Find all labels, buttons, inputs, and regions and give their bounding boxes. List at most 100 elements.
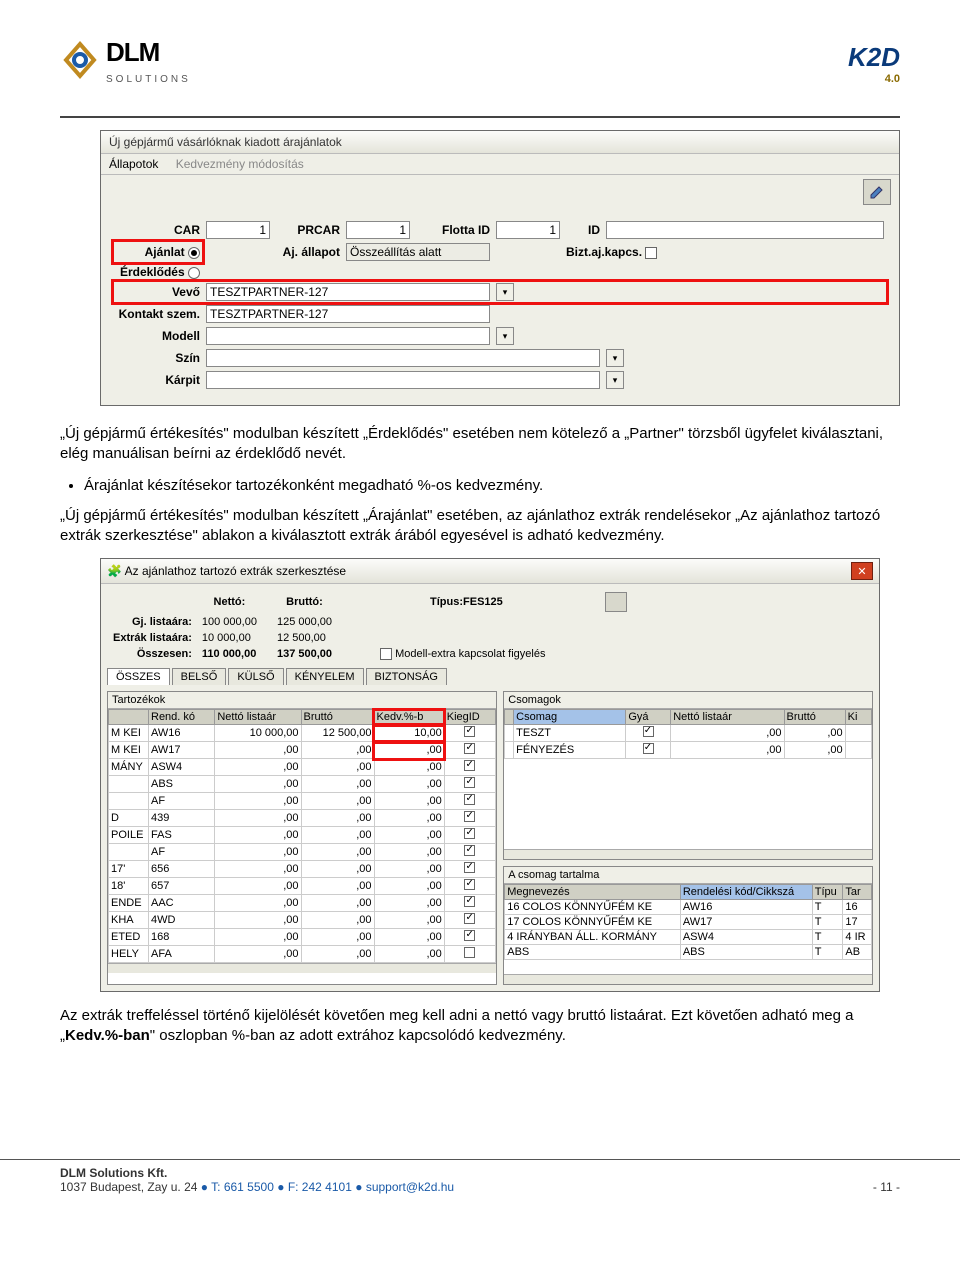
sum-netto-hdr: Nettó:	[200, 590, 275, 614]
tab-összes[interactable]: ÖSSZES	[107, 668, 170, 685]
footer-mail: support@k2d.hu	[366, 1180, 454, 1194]
footer-fax: F: 242 4101	[288, 1180, 352, 1194]
row-checkbox[interactable]	[464, 879, 475, 890]
row-checkbox[interactable]	[643, 743, 654, 754]
row-checkbox[interactable]	[464, 726, 475, 737]
right-top-scrollbar[interactable]	[504, 849, 872, 859]
rt-col-header[interactable]: Csomag	[514, 710, 626, 725]
car-field[interactable]	[206, 221, 270, 239]
table-row[interactable]: 4 IRÁNYBAN ÁLL. KORMÁNYASW4T4 IR	[505, 930, 872, 945]
rt-col-header[interactable]: Gyá	[626, 710, 671, 725]
table-row[interactable]: 18'657,00,00,00	[109, 878, 496, 895]
table-row[interactable]: M KEIAW1610 000,0012 500,0010,00	[109, 725, 496, 742]
bizt-label: Bizt.aj.kapcs.	[566, 245, 642, 259]
rt-col-header[interactable]: Nettó listaár	[671, 710, 784, 725]
row-checkbox[interactable]	[464, 743, 475, 754]
row-checkbox[interactable]	[464, 845, 475, 856]
rt-col-header[interactable]	[505, 710, 514, 725]
row-checkbox[interactable]	[643, 726, 654, 737]
table-row[interactable]: HELYAFA,00,00,00	[109, 946, 496, 963]
row-checkbox[interactable]	[464, 794, 475, 805]
sum-r2-brutto: 12 500,00	[275, 630, 350, 646]
tab-külső[interactable]: KÜLSŐ	[228, 668, 283, 685]
left-col-header[interactable]: KiegID	[444, 710, 496, 725]
row-checkbox[interactable]	[464, 777, 475, 788]
row-checkbox[interactable]	[464, 930, 475, 941]
left-scrollbar[interactable]	[108, 963, 496, 973]
table-row[interactable]: 17 COLOS KÖNNYŰFÉM KEAW17T17	[505, 915, 872, 930]
row-checkbox[interactable]	[464, 760, 475, 771]
tab-belső[interactable]: BELSŐ	[172, 668, 227, 685]
table-row[interactable]: AF,00,00,00	[109, 793, 496, 810]
left-col-header[interactable]: Bruttó	[301, 710, 374, 725]
row-checkbox[interactable]	[464, 913, 475, 924]
row-checkbox[interactable]	[464, 896, 475, 907]
table-row[interactable]: POILEFAS,00,00,00	[109, 827, 496, 844]
row-checkbox[interactable]	[464, 811, 475, 822]
menu-kedvezmeny[interactable]: Kedvezmény módosítás	[176, 157, 304, 171]
modelextra-checkbox[interactable]	[380, 648, 392, 660]
right-bottom-scrollbar[interactable]	[504, 974, 872, 984]
table-row[interactable]: ETED168,00,00,00	[109, 929, 496, 946]
menu-allapotok[interactable]: Állapotok	[109, 157, 158, 171]
karpit-dropdown-icon[interactable]: ▾	[606, 371, 624, 389]
table-row[interactable]: M KEIAW17,00,00,00	[109, 742, 496, 759]
logo-dlm-sub: SOLUTIONS	[106, 74, 191, 85]
prcar-field[interactable]	[346, 221, 410, 239]
tab-kényelem[interactable]: KÉNYELEM	[286, 668, 364, 685]
ajanlat-radio[interactable]	[188, 247, 200, 259]
page-footer: DLM Solutions Kft. 1037 Budapest, Zay u.…	[0, 1159, 960, 1210]
close-icon[interactable]: ✕	[851, 562, 873, 580]
menubar: Állapotok Kedvezmény módosítás	[101, 154, 899, 175]
row-checkbox[interactable]	[464, 862, 475, 873]
table-row[interactable]: 17'656,00,00,00	[109, 861, 496, 878]
erdeklodes-radio[interactable]	[188, 267, 200, 279]
header-rule	[60, 116, 900, 118]
table-row[interactable]: 16 COLOS KÖNNYŰFÉM KEAW16T16	[505, 900, 872, 915]
edit-icon[interactable]	[863, 179, 891, 205]
table-row[interactable]: TESZT,00,00	[505, 725, 872, 742]
modell-label: Modell	[113, 325, 203, 347]
ajallapot-label: Aj. állapot	[273, 241, 343, 263]
right-top-grid[interactable]: CsomagGyáNettó listaárBruttóKiTESZT,00,0…	[504, 709, 872, 759]
table-row[interactable]: MÁNYASW4,00,00,00	[109, 759, 496, 776]
table-row[interactable]: D439,00,00,00	[109, 810, 496, 827]
rb-col-header[interactable]: Típu	[812, 885, 843, 900]
row-checkbox[interactable]	[464, 947, 475, 958]
help-icon[interactable]	[605, 592, 627, 612]
rt-col-header[interactable]: Bruttó	[784, 710, 845, 725]
dlm-mark-icon	[60, 40, 100, 86]
row-checkbox[interactable]	[464, 828, 475, 839]
vevo-dropdown-icon[interactable]: ▾	[496, 283, 514, 301]
szin-field[interactable]	[206, 349, 600, 367]
rb-col-header[interactable]: Rendelési kód/Cikkszá	[680, 885, 812, 900]
bizt-checkbox[interactable]	[645, 247, 657, 259]
table-row[interactable]: ENDEAAC,00,00,00	[109, 895, 496, 912]
id-field[interactable]	[606, 221, 884, 239]
vevo-field[interactable]	[206, 283, 490, 301]
left-col-header[interactable]: Rend. kó	[149, 710, 215, 725]
footer-addr: 1037 Budapest, Zay u. 24	[60, 1180, 197, 1194]
right-top-title: Csomagok	[504, 692, 872, 709]
table-row[interactable]: FÉNYEZÉS,00,00	[505, 742, 872, 759]
szin-dropdown-icon[interactable]: ▾	[606, 349, 624, 367]
table-row[interactable]: KHA4WD,00,00,00	[109, 912, 496, 929]
modell-field[interactable]	[206, 327, 490, 345]
flotta-field[interactable]	[496, 221, 560, 239]
rb-col-header[interactable]: Megnevezés	[505, 885, 681, 900]
table-row[interactable]: ABS,00,00,00	[109, 776, 496, 793]
table-row[interactable]: ABSABSTAB	[505, 945, 872, 960]
right-bottom-grid[interactable]: MegnevezésRendelési kód/CikkszáTípuTar16…	[504, 884, 872, 960]
rb-col-header[interactable]: Tar	[843, 885, 872, 900]
left-col-header[interactable]: Nettó listaár	[215, 710, 301, 725]
rt-col-header[interactable]: Ki	[845, 710, 871, 725]
modell-dropdown-icon[interactable]: ▾	[496, 327, 514, 345]
sum-r3-lbl: Összesen:	[111, 646, 200, 662]
table-row[interactable]: AF,00,00,00	[109, 844, 496, 861]
karpit-field[interactable]	[206, 371, 600, 389]
paragraph-3: Az extrák treffeléssel történő kijelölés…	[60, 1006, 900, 1047]
tab-biztonság[interactable]: BIZTONSÁG	[366, 668, 447, 685]
left-grid[interactable]: Rend. kóNettó listaárBruttóKedv.%-bKiegI…	[108, 709, 496, 963]
kontakt-field[interactable]	[206, 305, 490, 323]
left-col-header[interactable]: Kedv.%-b	[374, 710, 444, 725]
